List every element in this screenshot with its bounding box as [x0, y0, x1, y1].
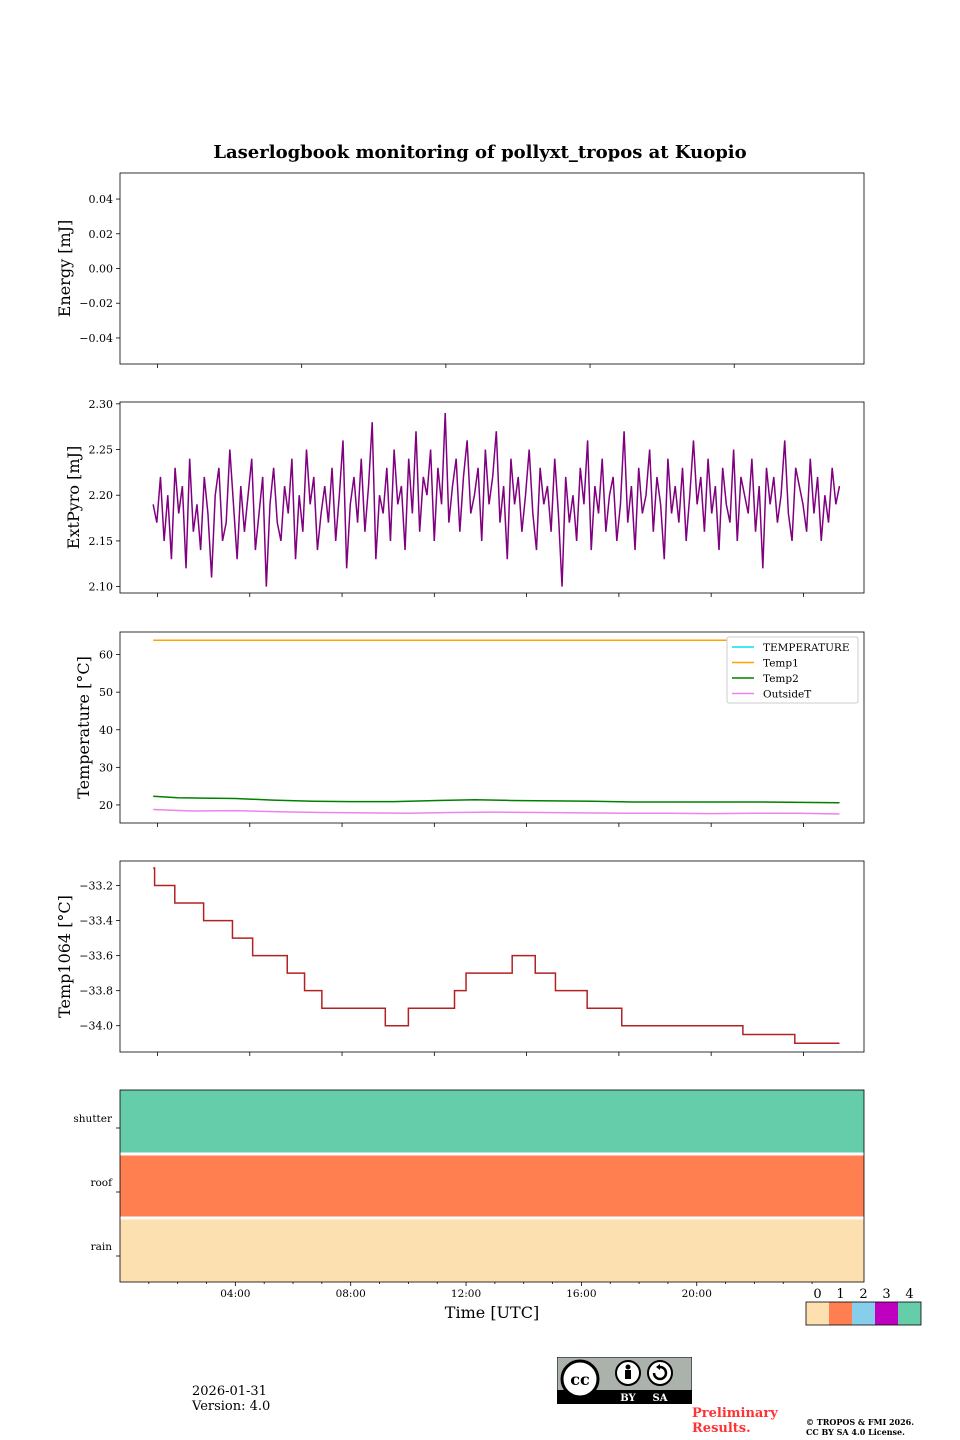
- legend-label-temperature: TEMPERATURE: [763, 642, 850, 654]
- y-tick-label: 2.30: [89, 398, 114, 411]
- x-tick-label: 20:00: [682, 1288, 712, 1300]
- series-line-temp1064: [153, 867, 840, 1044]
- y-tick-label: 30: [99, 761, 113, 774]
- colorbar-tick-label: 0: [813, 1287, 821, 1302]
- colorbar-cell-4: [898, 1302, 921, 1325]
- figure-title: Laserlogbook monitoring of pollyxt_tropo…: [213, 142, 746, 163]
- y-tick-label: 60: [99, 649, 113, 662]
- axes-frame: [119, 1089, 865, 1283]
- colorbar-tick-label: 2: [859, 1287, 867, 1302]
- badge-by: BY: [620, 1393, 636, 1404]
- y-tick-label: −33.6: [79, 950, 113, 963]
- y-tick-label: 0.00: [89, 263, 114, 276]
- y-tick-label: 2.10: [89, 581, 114, 594]
- colorbar-tick-label: 3: [882, 1287, 890, 1302]
- y-tick-label: 0.02: [89, 228, 114, 241]
- status-row-shutter: [120, 1090, 864, 1154]
- axes-frame: [119, 401, 865, 594]
- status-row-roof: [120, 1154, 864, 1218]
- y-axis-label: ExtPyro [mJ]: [64, 446, 83, 549]
- y-tick-label: 2.15: [89, 535, 114, 548]
- status-row-label: roof: [90, 1177, 113, 1189]
- x-tick-label: 04:00: [220, 1288, 250, 1300]
- colorbar-tick-label: 4: [905, 1287, 913, 1302]
- cc-by-sa-badge: cc BY SA: [556, 1356, 693, 1408]
- series-line-extpyro: [152, 412, 841, 587]
- temperature-panel: 60 50 40 30 20 Temperature [°C] TEMPERATURE Tem…: [74, 631, 865, 827]
- colorbar-cell-0: [806, 1302, 829, 1325]
- y-tick-label: 2.25: [89, 444, 114, 457]
- legend-label-temp2: Temp2: [763, 673, 799, 685]
- badge-sa: SA: [653, 1393, 668, 1404]
- footer-info: 2026-01-31 Version: 4.0: [192, 1384, 270, 1414]
- y-tick-label: 50: [99, 686, 113, 699]
- y-tick-label: −34.0: [79, 1020, 113, 1033]
- y-tick-label: 20: [99, 799, 113, 812]
- status-panel: shutter roof rain 04:00 08:00 12:00 16:00 20:00: [73, 1089, 865, 1300]
- footer-date: 2026-01-31: [192, 1384, 267, 1399]
- x-tick-label: 08:00: [336, 1288, 366, 1300]
- colorbar-cell-1: [829, 1302, 852, 1325]
- extpyro-panel: 2.30 2.25 2.20 2.15 2.10 ExtPyro [mJ]: [64, 398, 865, 597]
- x-axis-label: Time [UTC]: [445, 1303, 539, 1322]
- y-axis-label: Temperature [°C]: [74, 656, 93, 799]
- colorbar-tick-label: 1: [836, 1287, 844, 1302]
- energy-panel: 0.04 0.02 0.00 −0.02 −0.04 Energy [mJ]: [55, 172, 865, 368]
- y-tick-label: −33.8: [79, 985, 113, 998]
- series-line-temp2: [153, 795, 840, 804]
- legend: TEMPERATURE Temp1 Temp2 OutsideT: [726, 636, 859, 704]
- colorbar-cell-2: [852, 1302, 875, 1325]
- colorbar-cell-3: [875, 1302, 898, 1325]
- svg-text:cc: cc: [570, 1370, 590, 1389]
- axes-frame: [119, 631, 865, 824]
- legend-label-temp1: Temp1: [763, 658, 799, 670]
- x-tick-label: 16:00: [566, 1288, 596, 1300]
- y-tick-label: −33.2: [79, 880, 113, 893]
- x-tick-label: 12:00: [451, 1288, 481, 1300]
- axes-frame: [119, 860, 865, 1053]
- y-tick-label: 40: [99, 724, 113, 737]
- status-row-rain: [120, 1218, 864, 1282]
- preliminary-note: Preliminary Results.: [692, 1406, 778, 1436]
- y-tick-label: −33.4: [79, 915, 113, 928]
- y-axis-label: Temp1064 [°C]: [55, 895, 74, 1018]
- legend-box: [726, 636, 859, 704]
- copyright-note: © TROPOS & FMI 2026. CC BY SA 4.0 Licens…: [806, 1417, 915, 1437]
- colorbar-frame: [805, 1301, 922, 1326]
- axes-frame: [119, 172, 865, 365]
- status-row-label: rain: [91, 1241, 113, 1253]
- cc-by-sa-icon: cc BY SA: [556, 1356, 693, 1405]
- y-tick-label: −0.02: [79, 297, 113, 310]
- legend-label-outsidet: OutsideT: [763, 689, 811, 701]
- series-line-outsidet: [153, 808, 840, 815]
- y-axis-label: Energy [mJ]: [55, 220, 74, 318]
- y-tick-label: −0.04: [79, 332, 113, 345]
- y-tick-label: 0.04: [89, 193, 114, 206]
- temp1064-panel: −33.2 −33.4 −33.6 −33.8 −34.0 Temp1064 [°C]: [55, 860, 865, 1056]
- y-tick-label: 2.20: [89, 489, 114, 502]
- status-row-label: shutter: [73, 1113, 113, 1125]
- footer-version: Version: 4.0: [192, 1399, 271, 1414]
